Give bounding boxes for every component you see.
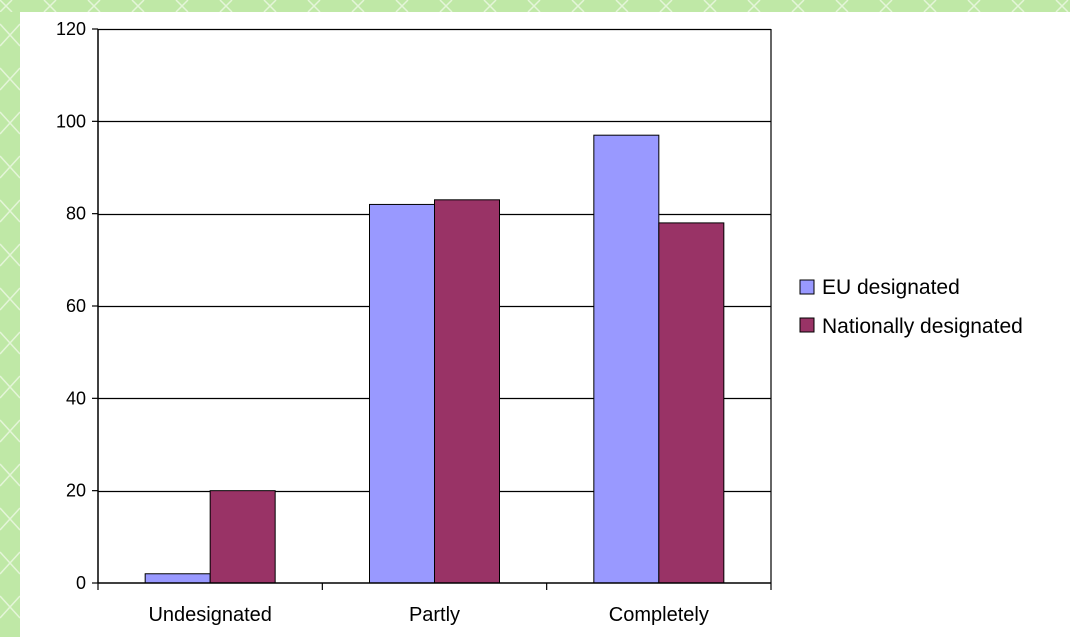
background-pattern-line [0, 67, 20, 91]
background-pattern-line [0, 0, 13, 12]
bar-eu-designated-completely [593, 134, 660, 584]
background-pattern-line [1011, 0, 1025, 12]
background-pattern-line [0, 507, 20, 531]
background-pattern-line [791, 0, 805, 12]
y-tick-label: 60 [66, 296, 86, 316]
background-pattern-line [0, 155, 20, 179]
background-pattern-line [923, 0, 937, 12]
background-pattern-line [879, 0, 893, 12]
legend-swatch-eu-designated [799, 279, 815, 295]
legend-label-nationally-designated: Nationally designated [822, 315, 1023, 338]
background-pattern-line [219, 0, 233, 12]
y-tick-label: 80 [66, 204, 86, 224]
background-pattern-left [0, 0, 20, 637]
bar-nationally-designated-undesignated [209, 490, 276, 584]
background-pattern-line [659, 0, 673, 12]
axes [92, 28, 772, 590]
background-pattern-line [0, 111, 20, 135]
background-pattern-line [439, 0, 453, 12]
y-tick-label: 20 [66, 481, 86, 501]
background-pattern-line [835, 0, 849, 12]
background-pattern-line [351, 0, 365, 12]
y-tick-label: 120 [56, 19, 86, 39]
category-label: Completely [609, 604, 709, 626]
background-pattern-line [0, 551, 20, 575]
background-pattern-line [0, 287, 20, 311]
background-pattern-line [0, 463, 20, 487]
background-pattern-line [967, 0, 981, 12]
background-pattern-line [0, 375, 20, 399]
bar-eu-designated-undesignated [144, 573, 211, 584]
bar-nationally-designated-completely [658, 222, 725, 584]
legend: EU designated Nationally designated [799, 276, 1023, 338]
background-pattern-line [0, 419, 20, 443]
background-pattern-line [131, 0, 145, 12]
background-pattern-line [307, 0, 321, 12]
y-tick-label: 40 [66, 388, 86, 408]
background-pattern-line [0, 23, 20, 47]
background-pattern-line [483, 0, 497, 12]
background-pattern-line [703, 0, 717, 12]
background-pattern-line [263, 0, 277, 12]
x-axis-category-labels: Undesignated Partly Completely [148, 604, 708, 626]
background-pattern-line [43, 0, 57, 12]
background-fill-left [0, 0, 20, 637]
background-pattern-top [0, 0, 1070, 12]
category-label: Undesignated [148, 604, 271, 626]
background-pattern-line [0, 331, 20, 355]
background-pattern-line [0, 243, 20, 267]
background-pattern-line [0, 199, 20, 223]
background-pattern-line [0, 595, 20, 619]
bars [144, 134, 725, 584]
legend-swatch-nationally-designated [799, 317, 815, 333]
background-pattern-line [395, 0, 409, 12]
background-pattern-line [615, 0, 629, 12]
legend-label-eu-designated: EU designated [822, 276, 960, 299]
background-pattern-line [1055, 0, 1069, 12]
y-tick-label: 0 [76, 573, 86, 593]
bar-eu-designated-partly [369, 203, 435, 584]
background-pattern-line [527, 0, 541, 12]
y-tick-label: 100 [56, 111, 86, 131]
background-pattern-line [175, 0, 189, 12]
background-pattern-line [87, 0, 101, 12]
y-axis-tick-labels: 0 20 40 60 80 100 120 [56, 19, 86, 593]
background-pattern-line [571, 0, 585, 12]
bar-nationally-designated-partly [434, 199, 500, 584]
category-label: Partly [409, 604, 460, 626]
background-pattern-line [747, 0, 761, 12]
